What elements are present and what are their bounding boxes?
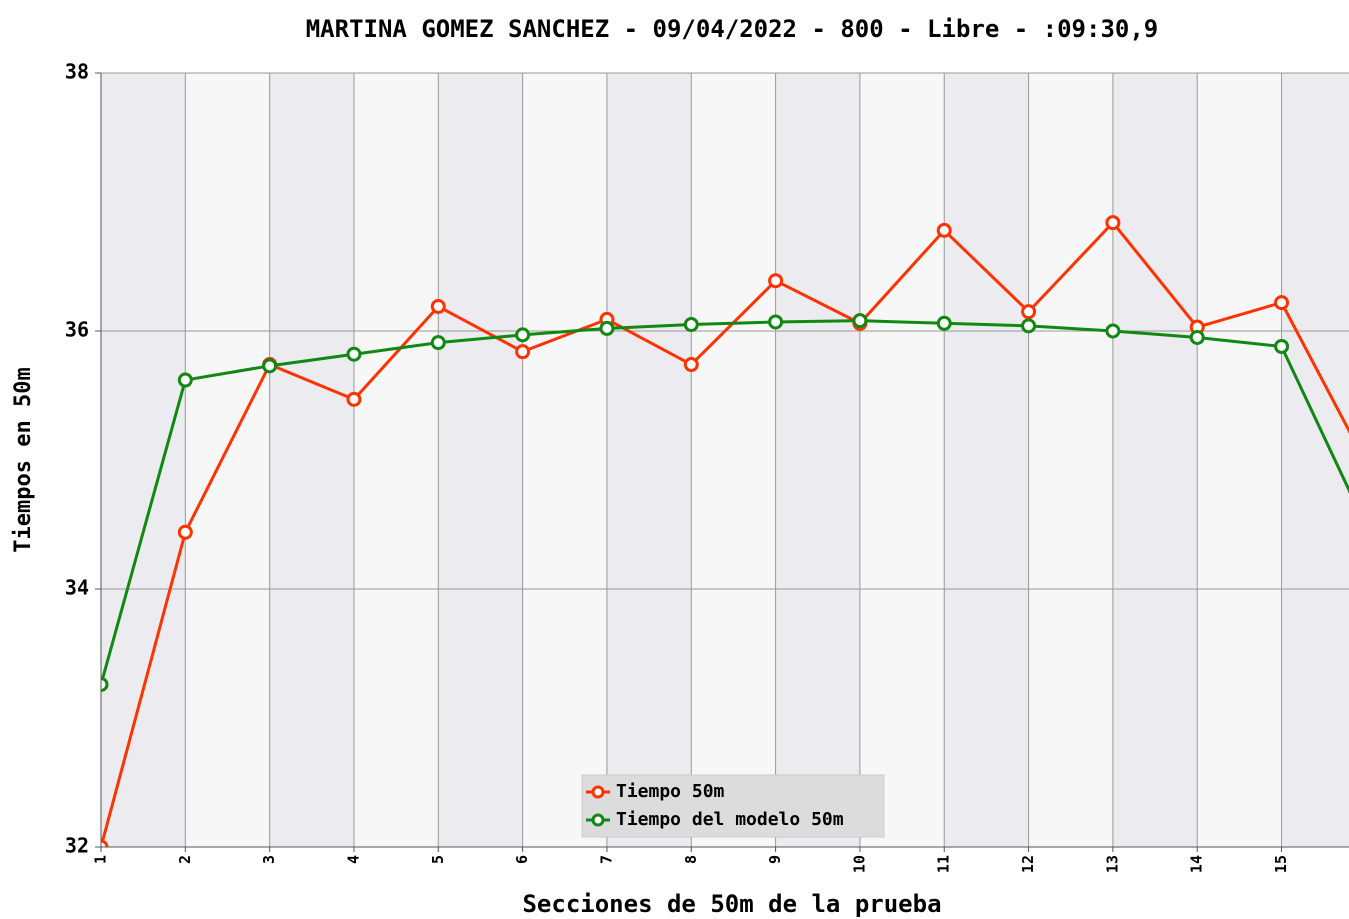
data-point	[101, 839, 109, 847]
band	[775, 73, 860, 847]
legend-label: Tiempo 50m	[616, 781, 725, 802]
x-tick-label: 9	[766, 855, 784, 864]
data-point	[177, 372, 193, 388]
data-point	[430, 335, 446, 351]
chart-title: MARTINA GOMEZ SANCHEZ - 09/04/2022 - 800…	[306, 15, 1159, 43]
band	[1112, 73, 1198, 847]
band	[269, 73, 354, 847]
data-point	[683, 357, 699, 373]
x-tick-label: 1	[92, 855, 110, 864]
x-tick-label: 2	[176, 855, 194, 864]
x-tick-label: 11	[935, 855, 953, 873]
data-point	[768, 273, 784, 289]
x-tick-label: 8	[682, 855, 700, 864]
x-tick-label: 14	[1188, 855, 1206, 873]
x-tick-label: 7	[597, 855, 615, 864]
x-tick-label: 12	[1019, 855, 1037, 873]
series-line	[101, 319, 1349, 685]
x-tick-label: 3	[260, 855, 278, 864]
x-tick-label: 5	[429, 855, 447, 864]
data-point	[101, 676, 109, 692]
y-tick-label: 34	[65, 576, 89, 600]
data-point	[177, 524, 193, 540]
data-point	[852, 313, 868, 329]
data-point	[346, 391, 362, 407]
data-point	[768, 314, 784, 330]
legend-marker	[591, 813, 605, 827]
legend-box	[581, 774, 885, 838]
data-point	[1189, 329, 1205, 345]
x-tick-label: 10	[850, 855, 868, 873]
data-point	[346, 346, 362, 362]
band	[606, 73, 692, 847]
x-tick-label: 6	[513, 855, 531, 864]
band	[438, 73, 523, 847]
data-point	[515, 327, 531, 343]
legend: Tiempo 50m Tiempo del modelo 50m	[581, 774, 885, 838]
y-axis-label: Tiempos en 50m	[11, 367, 36, 552]
data-point	[430, 298, 446, 314]
plot-background	[101, 73, 1349, 847]
band	[944, 73, 1029, 847]
data-point	[1274, 295, 1290, 311]
data-point	[936, 222, 952, 238]
band	[101, 73, 186, 847]
data-point	[683, 317, 699, 333]
band	[1281, 73, 1349, 847]
y-tick-label: 38	[65, 60, 89, 84]
x-tick-label: 13	[1103, 855, 1121, 873]
data-point	[1105, 215, 1121, 231]
data-point	[1021, 304, 1037, 320]
data-point	[1105, 323, 1121, 339]
legend-marker	[591, 785, 605, 799]
data-point	[1274, 338, 1290, 354]
data-point	[599, 320, 615, 336]
x-tick-label: 4	[344, 855, 362, 864]
x-axis-label: Secciones de 50m de la prueba	[522, 890, 941, 918]
data-point	[515, 344, 531, 360]
legend-label: Tiempo del modelo 50m	[616, 809, 844, 830]
data-point	[262, 358, 278, 374]
lines	[101, 215, 1349, 847]
y-tick-label: 32	[65, 834, 89, 858]
data-point	[936, 315, 952, 331]
y-tick-label: 36	[65, 318, 89, 342]
data-point	[1021, 318, 1037, 334]
x-tick-label: 15	[1272, 855, 1290, 873]
